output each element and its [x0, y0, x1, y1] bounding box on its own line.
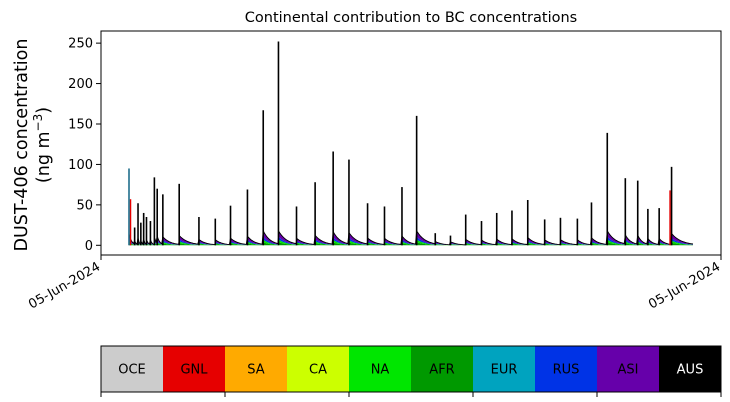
total-outline: [128, 229, 694, 246]
area-afr: [129, 242, 693, 246]
y-axis-label-unit-prefix: (ng m: [34, 131, 54, 183]
legend-label-ca: CA: [309, 363, 327, 378]
y-axis: 0 50 100 150 200 250: [68, 37, 101, 254]
y-axis-label: DUST-406 concentration (ng m−3): [12, 39, 54, 252]
y-axis-label-line2: (ng m−3): [31, 107, 54, 183]
legend-swatch-rus: [535, 346, 597, 392]
area-na: [129, 239, 693, 246]
legend-label-afr: AFR: [429, 363, 454, 378]
plot-area: [128, 41, 694, 246]
y-tick-label: 100: [68, 158, 93, 173]
plot-frame: [100, 30, 722, 256]
legend-label-oce: OCE: [118, 363, 146, 378]
chart-title: Continental contribution to BC concentra…: [245, 10, 577, 26]
legend-swatch-sa: [225, 346, 287, 392]
legend-swatch-na: [349, 346, 411, 392]
x-tick-label: 05-Jun-2024: [646, 259, 723, 312]
legend-label-gnl: GNL: [180, 363, 208, 378]
legend-colorbar: OCE GNL SA CA NA AFR EUR RUS ASI AUS: [100, 345, 722, 397]
legend-swatch-asi: [597, 346, 659, 392]
x-tick-label: 05-Jun-2024: [26, 259, 103, 312]
legend-swatch-aus: [659, 346, 721, 392]
legend-swatch-gnl: [163, 346, 225, 392]
y-tick-label: 50: [76, 198, 93, 213]
legend-swatch-eur: [473, 346, 535, 392]
y-tick-label: 0: [85, 239, 93, 254]
area-rus: [129, 236, 693, 246]
y-tick-label: 250: [68, 37, 93, 52]
y-axis-label-unit-suffix: ): [34, 107, 54, 114]
area-asi: [129, 230, 693, 246]
legend-label-na: NA: [371, 363, 390, 378]
y-axis-label-line1: DUST-406 concentration: [12, 39, 32, 252]
legend-swatch-afr: [411, 346, 473, 392]
legend-label-sa: SA: [247, 363, 264, 378]
legend-label-aus: AUS: [677, 363, 704, 378]
legend-swatch-ca: [287, 346, 349, 392]
y-axis-label-unit-superscript: −3: [31, 114, 45, 132]
legend-label-eur: EUR: [491, 363, 518, 378]
legend-label-asi: ASI: [618, 363, 639, 378]
x-axis: 05-Jun-2024 05-Jun-2024: [26, 255, 723, 312]
legend-label-rus: RUS: [553, 363, 580, 378]
y-tick-label: 200: [68, 77, 93, 92]
legend-swatch-oce: [101, 346, 163, 392]
legend-frame: [100, 345, 722, 393]
y-tick-label: 150: [68, 117, 93, 132]
